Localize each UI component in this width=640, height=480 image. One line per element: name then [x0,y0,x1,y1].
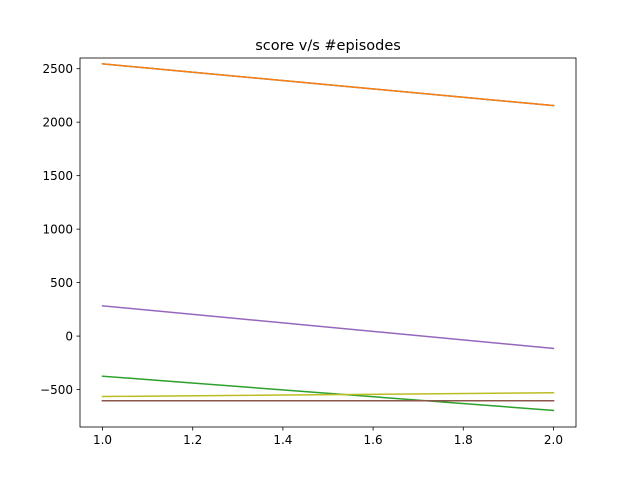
x-tick-label: 1.6 [364,433,383,447]
plot-frame [79,57,577,428]
series-line-2 [101,63,555,107]
x-tick-label: 2.0 [544,433,563,447]
chart-title: score v/s #episodes [255,38,401,54]
x-tick-label: 1.2 [183,433,202,447]
x-tick-label: 1.8 [454,433,473,447]
series-line-7 [101,392,555,398]
y-tick-label: 2500 [42,62,73,76]
y-tick-label: 0 [65,329,73,343]
y-tick-label: −500 [40,383,73,397]
y-tick-label: 2000 [42,115,73,129]
y-tick-label: 1500 [42,169,73,183]
series-line-3 [101,375,555,412]
axes-layer: 1.0 1.2 1.4 1.6 1.8 2.0 −500 0 500 1000 1500 2000 25… [40,57,577,447]
series-line-5 [101,305,555,350]
x-tick-label: 1.4 [273,433,292,447]
y-tick-label: 1000 [42,222,73,236]
y-tick-label: 500 [50,276,73,290]
series-layer [101,63,555,412]
x-tick-label: 1.0 [93,433,112,447]
